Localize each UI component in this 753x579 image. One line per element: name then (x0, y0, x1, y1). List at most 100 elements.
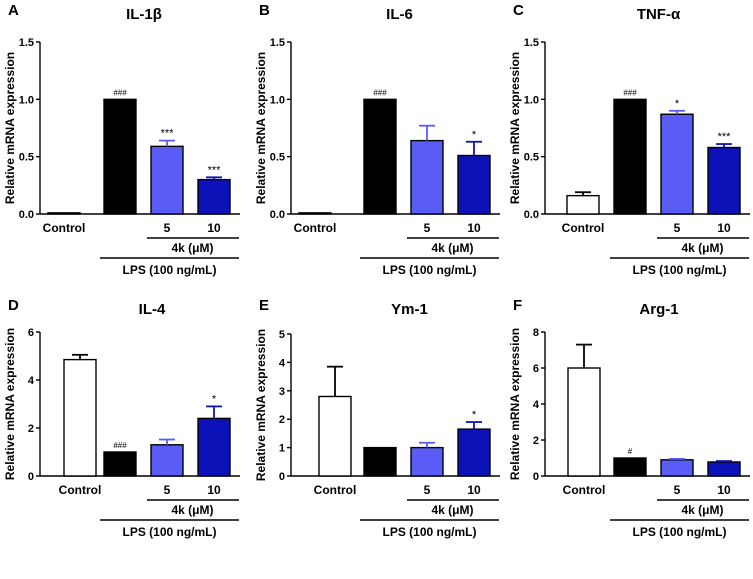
panel-c-dose-label: 4k (μM) (681, 241, 723, 255)
panel-d-bar-5 (150, 444, 184, 477)
panel-d-ytick-label: 0 (28, 471, 34, 483)
panel-a-ytick-label: 1.0 (19, 94, 34, 106)
panel-e-ytick-label: 4 (279, 357, 286, 369)
panel-d-bar-lps (103, 451, 137, 477)
panel-a-title: IL-1β (126, 6, 162, 23)
panel-f-ytick-label: 4 (533, 399, 540, 411)
panel-e-ylabel: Relative mRNA expression (254, 329, 268, 481)
panel-f-ylabel: Relative mRNA expression (508, 328, 522, 480)
panel-d-dose5-label: 5 (164, 483, 171, 497)
panel-b-dose-label: 4k (μM) (431, 241, 473, 255)
panel-f-dose5-label: 5 (674, 483, 681, 497)
panel-c-bar-control (566, 194, 600, 215)
panel-b-sig-3: * (472, 129, 477, 141)
panel-a-lps-label: LPS (100 ng/mL) (122, 263, 216, 277)
panel-c-sig-3: *** (718, 131, 732, 143)
panel-e-ytick-label: 2 (279, 414, 285, 426)
panel-e-bar-10 (457, 428, 491, 477)
panel-b-control-label: Control (294, 221, 337, 235)
panel-f-title: Arg-1 (639, 301, 678, 318)
panel-f-bar-control (567, 367, 601, 477)
panel-b-dose5-label: 5 (424, 221, 431, 235)
panel-f-ytick-label: 6 (533, 363, 539, 375)
panel-a-ytick-label: 1.5 (19, 37, 34, 49)
panel-a-ytick-label: 0.0 (19, 209, 34, 221)
panel-c-control-label: Control (562, 221, 605, 235)
panel-c-lps-label: LPS (100 ng/mL) (632, 263, 726, 277)
panel-a-bar-10 (197, 178, 231, 215)
panel-a-dose10-label: 10 (207, 221, 221, 235)
panel-d-sig-1: ### (113, 441, 127, 450)
panel-c-ytick-label: 1.5 (524, 37, 539, 49)
panel-b-bar-lps (363, 98, 397, 215)
panel-b-bar-5 (410, 139, 444, 215)
panel-c-letter: C (513, 2, 524, 19)
panel-e-ytick-label: 1 (279, 443, 285, 455)
panel-f-ytick-label: 2 (533, 435, 539, 447)
panel-e-ytick-label: 0 (279, 471, 285, 483)
panel-d-bar-control (63, 358, 97, 477)
panel-c-bar-10 (707, 146, 741, 215)
panel-d-ytick-label: 4 (28, 375, 35, 387)
panel-d-lps-label: LPS (100 ng/mL) (122, 525, 216, 539)
panel-c-ylabel: Relative mRNA expression (508, 52, 522, 204)
panel-b-letter: B (259, 2, 270, 19)
panel-d-ylabel: Relative mRNA expression (3, 328, 17, 480)
panel-b-sig-1: ### (373, 88, 387, 97)
panel-f-dose10-label: 10 (717, 483, 731, 497)
panel-e-letter: E (259, 297, 269, 314)
panel-a-control-label: Control (43, 221, 86, 235)
panel-f-control-label: Control (563, 483, 606, 497)
panel-d-dose10-label: 10 (207, 483, 221, 497)
panel-f-lps-label: LPS (100 ng/mL) (632, 525, 726, 539)
panel-b-ytick-label: 0.5 (270, 152, 285, 164)
panel-c-ytick-label: 1.0 (524, 94, 539, 106)
panel-b-ylabel: Relative mRNA expression (254, 52, 268, 204)
panel-a-letter: A (8, 2, 19, 19)
panel-e-lps-label: LPS (100 ng/mL) (382, 525, 476, 539)
panel-c-ytick-label: 0.0 (524, 209, 539, 221)
panel-b-ytick-label: 0.0 (270, 209, 285, 221)
panel-a-sig-1: ### (113, 88, 127, 97)
panel-f-bar-10 (707, 461, 741, 477)
panel-a-dose5-label: 5 (164, 221, 171, 235)
panel-a-sig-3: *** (208, 164, 222, 176)
panel-c-dose5-label: 5 (674, 221, 681, 235)
panel-b-title: IL-6 (386, 6, 413, 23)
panel-d-control-label: Control (59, 483, 102, 497)
panel-a-dose-label: 4k (μM) (171, 241, 213, 255)
panel-b-ytick-label: 1.0 (270, 94, 285, 106)
panel-e-control-label: Control (314, 483, 357, 497)
panel-f-dose-label: 4k (μM) (681, 503, 723, 517)
panel-d-title: IL-4 (139, 301, 166, 318)
panel-a-ytick-label: 0.5 (19, 152, 34, 164)
panel-f-ytick-label: 0 (533, 471, 539, 483)
panel-d-letter: D (8, 297, 19, 314)
panel-b-bar-10 (457, 154, 491, 215)
panel-a-bar-5 (150, 145, 184, 215)
panel-f-bar-5 (660, 459, 694, 477)
panel-b-dose10-label: 10 (467, 221, 481, 235)
panel-d-bar-10 (197, 417, 231, 477)
panel-c-dose10-label: 10 (717, 221, 731, 235)
panel-a-ylabel: Relative mRNA expression (3, 52, 17, 204)
panel-c-title: TNF-α (637, 6, 681, 23)
panel-e-dose-label: 4k (μM) (431, 503, 473, 517)
panel-c-bar-lps (613, 98, 647, 215)
panel-b-lps-label: LPS (100 ng/mL) (382, 263, 476, 277)
panel-c-sig-1: ### (623, 88, 637, 97)
panel-e-dose10-label: 10 (467, 483, 481, 497)
panel-e-ytick-label: 3 (279, 386, 285, 398)
panel-b-ytick-label: 1.5 (270, 37, 285, 49)
panel-e-bar-5 (410, 446, 444, 477)
panel-e-dose5-label: 5 (424, 483, 431, 497)
panel-a-sig-2: *** (161, 128, 175, 140)
panel-e-ytick-label: 5 (279, 329, 285, 341)
panel-f-letter: F (513, 297, 522, 314)
panel-d-sig-3: * (212, 393, 217, 405)
panel-d-ytick-label: 2 (28, 423, 34, 435)
panel-e-sig-3: * (472, 409, 477, 421)
panel-f-sig-1: # (628, 447, 633, 456)
panel-d-dose-label: 4k (μM) (171, 503, 213, 517)
